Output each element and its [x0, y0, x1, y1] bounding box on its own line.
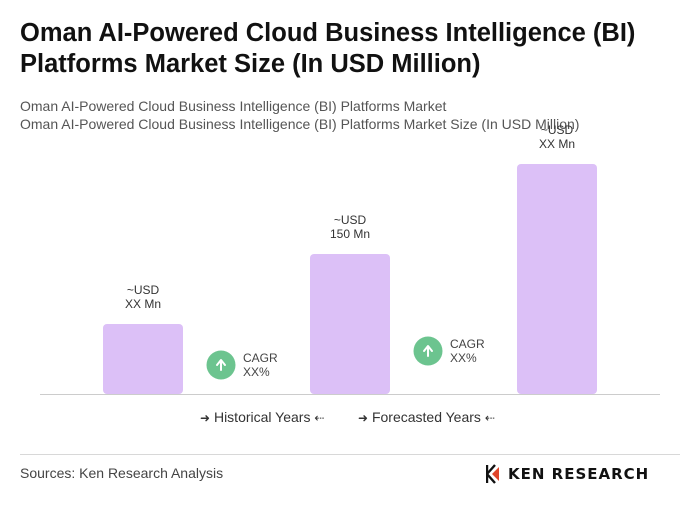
bar-value-label: XX Mn — [125, 297, 161, 311]
legend-forecasted: ➜ Forecasted Years ⇠ — [358, 409, 495, 425]
bar — [310, 254, 390, 394]
chart-subtitle-secondary: Oman AI-Powered Cloud Business Intellige… — [20, 116, 580, 132]
arrow-left-icon: ⇠ — [484, 411, 495, 425]
arrow-up-icon — [216, 359, 226, 371]
cagr-label: XX% — [243, 365, 270, 379]
arrow-right-icon: ➜ — [358, 411, 369, 425]
bar-value-label: ~USD — [334, 213, 367, 227]
bar-value-label: XX Mn — [539, 137, 575, 151]
ken-research-logo: KEN RESEARCH — [486, 464, 649, 484]
arrow-left-icon: ⇠ — [314, 411, 325, 425]
arrow-up-icon — [423, 345, 433, 357]
bar-value-label: ~USD — [541, 123, 574, 137]
arrow-right-icon: ➜ — [200, 411, 211, 425]
page-title: Oman AI-Powered Cloud Business Intellige… — [20, 19, 636, 78]
bar — [103, 324, 183, 394]
legend-historical: ➜ Historical Years ⇠ — [200, 409, 324, 425]
sources-text: Sources: Ken Research Analysis — [20, 465, 224, 481]
bar-value-label: ~USD — [127, 283, 160, 297]
cagr-label: CAGR — [243, 351, 278, 365]
cagr-label: CAGR — [450, 337, 485, 351]
bar — [517, 164, 597, 394]
footer-divider — [20, 454, 680, 455]
legend-historical-label: Historical Years — [213, 409, 311, 425]
logo-text: KEN RESEARCH — [508, 465, 650, 483]
cagr-label: XX% — [450, 351, 477, 365]
bar-value-label: 150 Mn — [330, 227, 370, 241]
ken-logo-icon — [486, 464, 499, 484]
legend-forecasted-label: Forecasted Years — [371, 409, 481, 425]
chart-subtitle: Oman AI-Powered Cloud Business Intellige… — [20, 98, 447, 114]
